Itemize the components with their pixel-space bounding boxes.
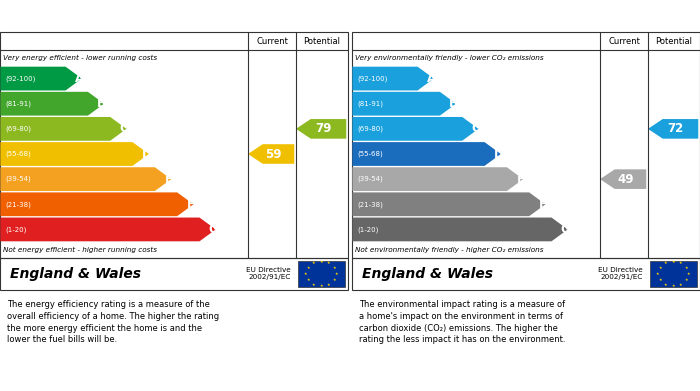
Text: B: B: [449, 97, 459, 110]
Text: ★: ★: [686, 272, 690, 276]
Text: ★: ★: [664, 261, 667, 265]
Text: (21-38): (21-38): [5, 201, 31, 208]
Text: ★: ★: [332, 278, 336, 282]
Polygon shape: [352, 217, 568, 241]
Text: ★: ★: [319, 260, 323, 264]
Text: (55-68): (55-68): [5, 151, 31, 157]
Polygon shape: [0, 192, 193, 216]
Polygon shape: [0, 92, 104, 116]
Text: 49: 49: [617, 173, 634, 186]
Text: (55-68): (55-68): [357, 151, 383, 157]
Text: ★: ★: [685, 266, 688, 270]
Text: (92-100): (92-100): [5, 75, 36, 82]
Text: ★: ★: [671, 284, 675, 288]
Text: Current: Current: [256, 36, 288, 45]
Text: Environmental Impact (CO₂) Rating: Environmental Impact (CO₂) Rating: [363, 11, 595, 23]
Text: (81-91): (81-91): [5, 100, 32, 107]
Text: ★: ★: [307, 278, 310, 282]
Text: ★: ★: [685, 278, 688, 282]
Text: ★: ★: [304, 272, 308, 276]
Text: England & Wales: England & Wales: [363, 267, 494, 281]
Text: ★: ★: [656, 272, 659, 276]
Text: ★: ★: [332, 266, 336, 270]
Text: 59: 59: [265, 147, 281, 160]
Text: ★: ★: [679, 261, 682, 265]
Polygon shape: [0, 217, 216, 241]
Text: ★: ★: [312, 283, 315, 287]
Polygon shape: [248, 144, 294, 164]
Text: ★: ★: [664, 283, 667, 287]
Text: ★: ★: [327, 283, 330, 287]
Polygon shape: [352, 192, 545, 216]
Text: (92-100): (92-100): [357, 75, 388, 82]
Text: D: D: [141, 147, 151, 160]
Text: ★: ★: [307, 266, 310, 270]
Text: EU Directive
2002/91/EC: EU Directive 2002/91/EC: [246, 267, 290, 280]
Text: Potential: Potential: [304, 36, 340, 45]
Text: F: F: [187, 198, 195, 211]
Text: ★: ★: [658, 266, 662, 270]
Text: Energy Efficiency Rating: Energy Efficiency Rating: [10, 11, 173, 23]
Text: (1-20): (1-20): [357, 226, 379, 233]
Text: (21-38): (21-38): [357, 201, 383, 208]
Text: ★: ★: [671, 260, 675, 264]
Text: C: C: [472, 122, 480, 135]
Text: 72: 72: [667, 122, 684, 135]
Polygon shape: [600, 169, 646, 189]
Polygon shape: [352, 117, 479, 141]
Text: Very energy efficient - lower running costs: Very energy efficient - lower running co…: [4, 55, 158, 61]
Text: Not energy efficient - higher running costs: Not energy efficient - higher running co…: [4, 247, 158, 253]
Polygon shape: [352, 92, 456, 116]
Text: ★: ★: [679, 283, 682, 287]
Text: (1-20): (1-20): [5, 226, 27, 233]
Bar: [298, 261, 344, 287]
Polygon shape: [0, 142, 149, 166]
Polygon shape: [648, 119, 699, 139]
Text: ★: ★: [658, 278, 662, 282]
Text: A: A: [75, 72, 84, 85]
Text: G: G: [561, 223, 570, 236]
Text: (39-54): (39-54): [5, 176, 31, 182]
Text: The environmental impact rating is a measure of
a home's impact on the environme: The environmental impact rating is a mea…: [359, 300, 566, 344]
Text: A: A: [427, 72, 436, 85]
Text: F: F: [539, 198, 547, 211]
Text: EU Directive
2002/91/EC: EU Directive 2002/91/EC: [598, 267, 643, 280]
Text: ★: ★: [312, 261, 315, 265]
Text: Potential: Potential: [655, 36, 692, 45]
Text: England & Wales: England & Wales: [10, 267, 141, 281]
Text: ★: ★: [327, 261, 330, 265]
Text: Not environmentally friendly - higher CO₂ emissions: Not environmentally friendly - higher CO…: [356, 247, 544, 253]
Text: (39-54): (39-54): [357, 176, 383, 182]
Text: G: G: [209, 223, 218, 236]
Text: E: E: [517, 173, 525, 186]
Text: (69-80): (69-80): [357, 126, 383, 132]
Text: (81-91): (81-91): [357, 100, 383, 107]
Bar: [650, 261, 696, 287]
Polygon shape: [0, 167, 171, 191]
Polygon shape: [352, 167, 523, 191]
Text: The energy efficiency rating is a measure of the
overall efficiency of a home. T: The energy efficiency rating is a measur…: [7, 300, 219, 344]
Text: Very environmentally friendly - lower CO₂ emissions: Very environmentally friendly - lower CO…: [356, 55, 544, 61]
Text: ★: ★: [335, 272, 338, 276]
Polygon shape: [352, 142, 500, 166]
Polygon shape: [0, 117, 127, 141]
Text: C: C: [120, 122, 128, 135]
Polygon shape: [296, 119, 346, 139]
Text: Current: Current: [608, 36, 640, 45]
Text: D: D: [494, 147, 503, 160]
Polygon shape: [0, 67, 82, 90]
Text: 79: 79: [315, 122, 332, 135]
Polygon shape: [352, 67, 434, 90]
Text: (69-80): (69-80): [5, 126, 32, 132]
Text: E: E: [164, 173, 173, 186]
Text: B: B: [97, 97, 106, 110]
Text: ★: ★: [319, 284, 323, 288]
